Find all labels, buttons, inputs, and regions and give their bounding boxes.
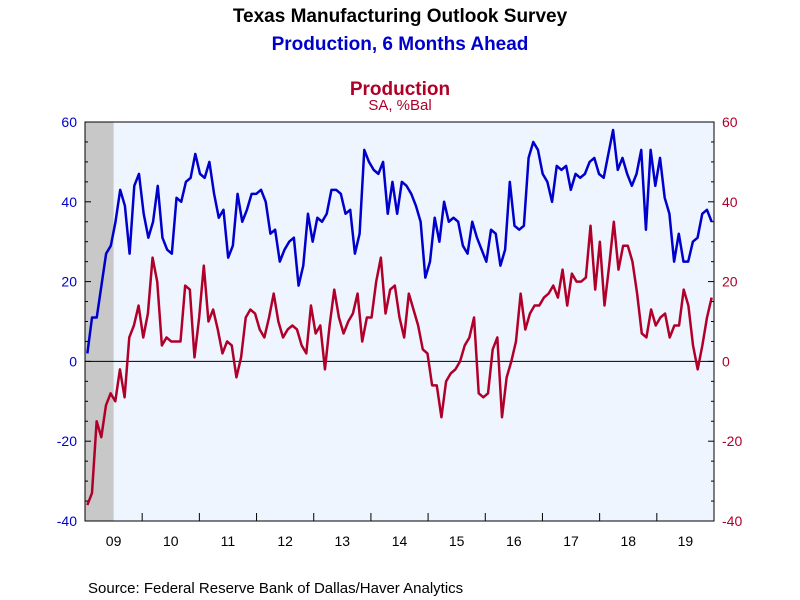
recession-shading: [85, 122, 114, 521]
y-tick-label-left: 20: [61, 274, 77, 290]
y-tick-label-right: 60: [722, 114, 738, 130]
x-tick-label: 09: [106, 533, 122, 549]
x-tick-label: 11: [221, 533, 236, 549]
x-tick-label: 14: [392, 533, 408, 549]
x-tick-label: 10: [163, 533, 179, 549]
series-title-production-6m: Production, 6 Months Ahead: [272, 34, 529, 55]
y-tick-label-right: 40: [722, 194, 738, 210]
y-tick-label-right: -40: [722, 513, 742, 529]
series-layer: [86, 128, 713, 506]
y-tick-label-right: 0: [722, 353, 730, 369]
x-tick-label: 13: [335, 533, 351, 549]
x-tick-label: 18: [620, 533, 636, 549]
x-tick-label: 16: [506, 533, 522, 549]
x-tick-label: 12: [277, 533, 293, 549]
source-note: Source: Federal Reserve Bank of Dallas/H…: [88, 580, 463, 597]
y-tick-label-left: -20: [57, 433, 77, 449]
y-tick-label-left: 40: [61, 194, 77, 210]
y-tick-label-left: 0: [69, 353, 77, 369]
x-tick-label: 19: [678, 533, 694, 549]
y-tick-label-right: 20: [722, 274, 738, 290]
series-line-production: [86, 220, 713, 506]
series-units-production: SA, %Bal: [368, 97, 431, 114]
axis-layer: 60 60 40 40 20 20 0 0 -20 -20 -40 -40 09 10 11 12 13 14 15…: [57, 114, 743, 549]
chart-title: Texas Manufacturing Outlook Survey: [233, 6, 568, 27]
y-tick-label-right: -20: [722, 433, 742, 449]
x-tick-label: 17: [563, 533, 579, 549]
x-tick-label: 15: [449, 533, 465, 549]
y-tick-label-left: 60: [61, 114, 77, 130]
series-line-production-6m-ahead: [86, 128, 713, 354]
y-tick-label-left: -40: [57, 513, 77, 529]
series-title-production: Production: [350, 79, 450, 100]
